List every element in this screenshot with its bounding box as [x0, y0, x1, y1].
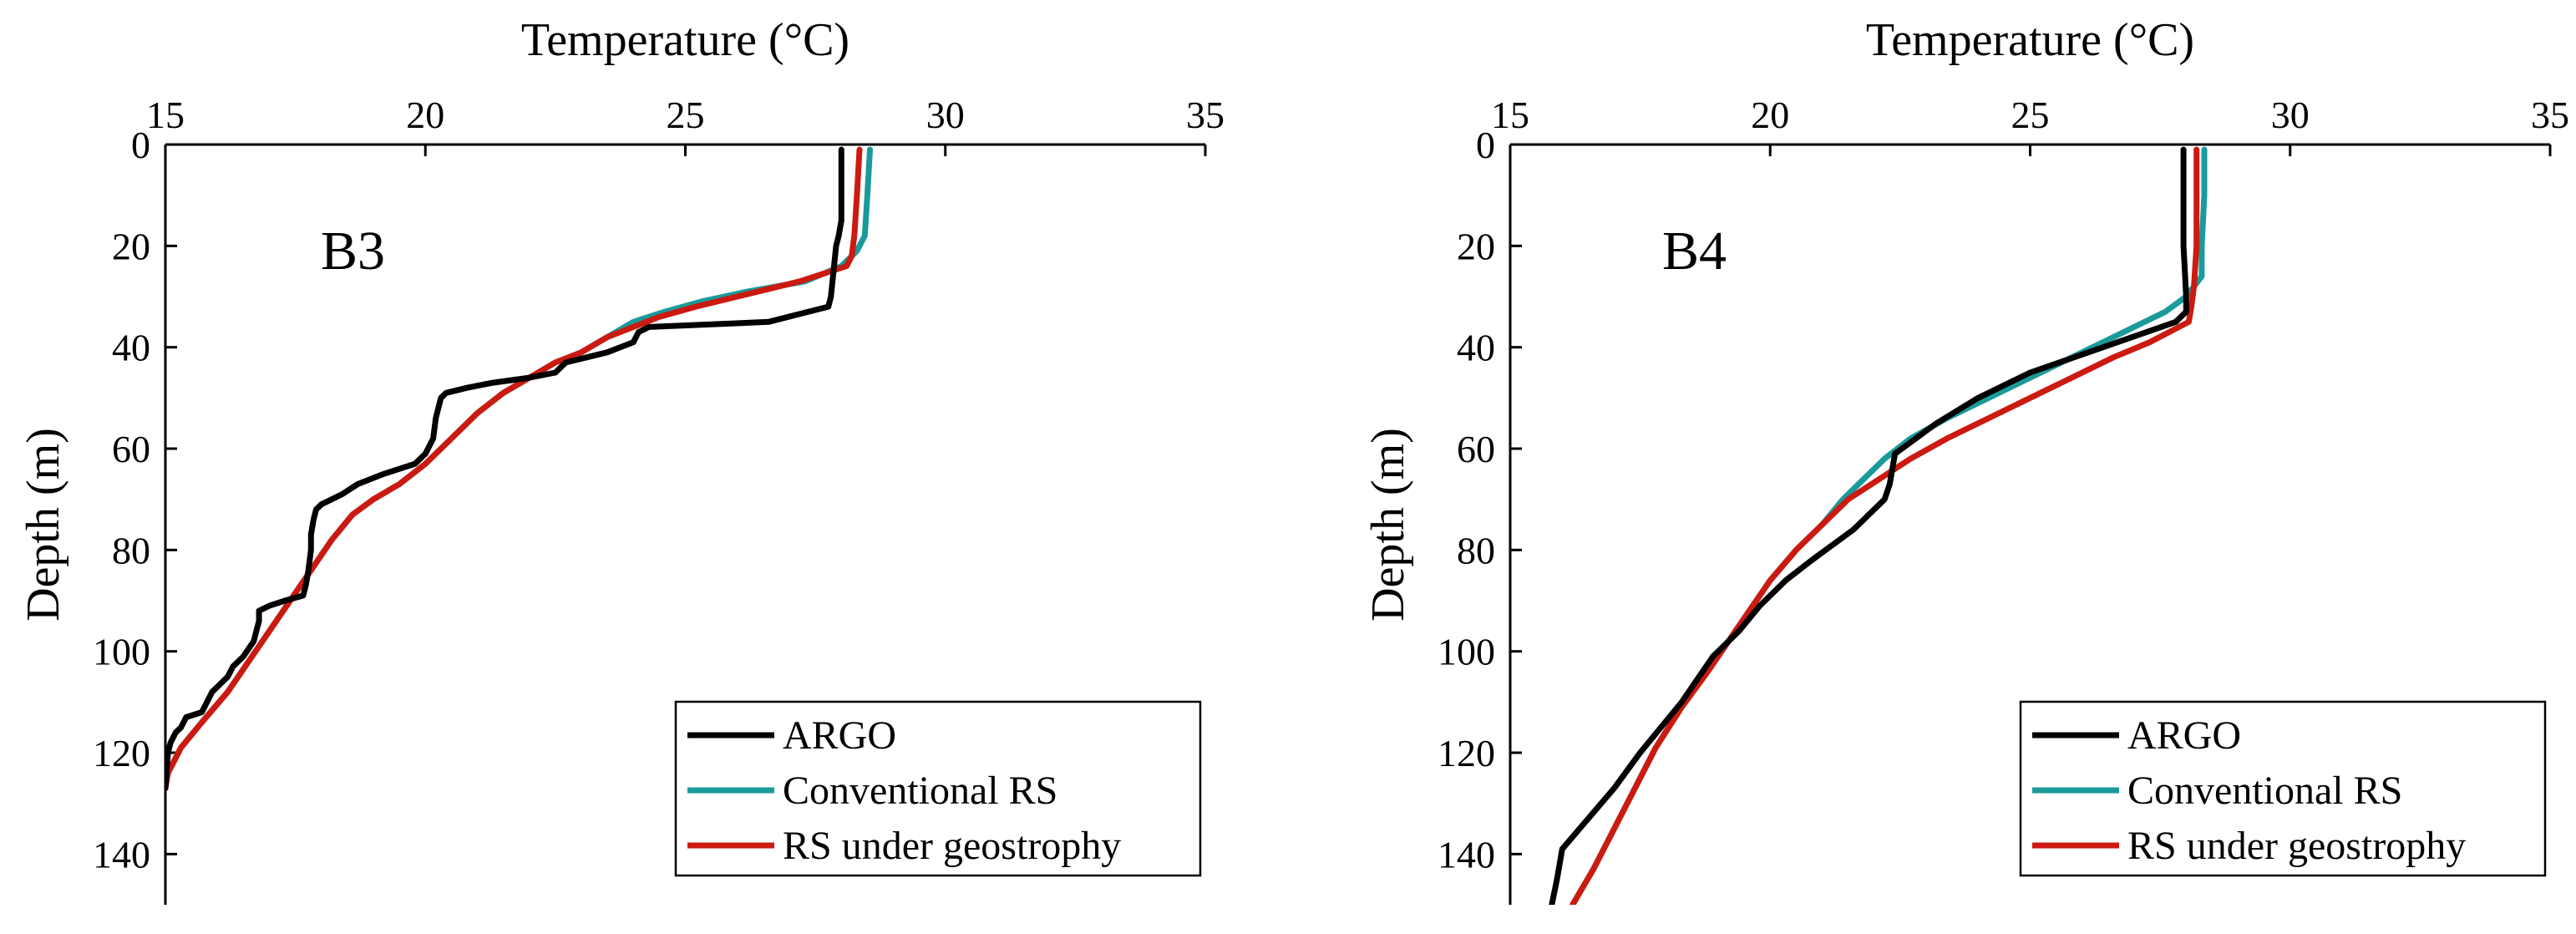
b4-x-tick-label: 20 — [1751, 94, 1789, 136]
b3-y-tick-label: 60 — [112, 428, 150, 470]
b4-y-tick-label: 60 — [1457, 428, 1495, 470]
b3-series-argo — [165, 146, 844, 791]
b3-x-tick-label: 25 — [667, 94, 705, 136]
b3-y-tick-label: 140 — [93, 833, 150, 876]
b4-x-axis-title: Temperature (°C) — [1866, 14, 2194, 66]
b4-series-rs-under-geostrophy — [1569, 146, 2200, 905]
b3-series-conventional-rs — [165, 146, 873, 786]
b3-legend: ARGO Conventional RS RS under geostrophy — [674, 700, 1202, 877]
b3-y-axis-title: Depth (m) — [18, 428, 69, 622]
b4-y-tick-label: 0 — [1476, 124, 1495, 166]
chart-b4: Temperature (°C) Depth (m) B4 15 20 25 30 35… — [1362, 14, 2569, 905]
b4-y-tick-label: 140 — [1438, 833, 1495, 876]
b4-y-tick-label: 20 — [1457, 225, 1495, 267]
b4-panel-label: B4 — [1662, 221, 1727, 282]
b3-x-tick-label: 30 — [926, 94, 965, 136]
b3-x-tick-label: 15 — [146, 94, 185, 136]
b3-x-tick-label: 20 — [406, 94, 444, 136]
b4-x-tick-label: 35 — [2531, 94, 2569, 136]
b3-series-rs-under-geostrophy — [165, 146, 863, 791]
b4-x-tick-label: 25 — [2011, 94, 2050, 136]
b3-x-axis-title: Temperature (°C) — [521, 14, 849, 66]
b3-y-tick-label: 80 — [112, 529, 150, 571]
b4-y-tick-label: 80 — [1457, 529, 1495, 571]
b4-x-tick-label: 15 — [1491, 94, 1529, 136]
b3-y-tick-label: 0 — [131, 124, 150, 166]
b4-y-tick-label: 120 — [1438, 732, 1495, 774]
b4-legend-entry: ARGO — [2127, 713, 2241, 758]
b4-series-argo — [1549, 146, 2189, 905]
b3-legend-entry: RS under geostrophy — [783, 824, 1121, 868]
b3-legend-entry: ARGO — [783, 713, 896, 758]
b4-x-tick-label: 30 — [2271, 94, 2310, 136]
b4-y-axis-title: Depth (m) — [1362, 428, 1414, 622]
b4-legend-entry: Conventional RS — [2127, 769, 2402, 813]
b4-legend: ARGO Conventional RS RS under geostrophy — [2019, 700, 2547, 877]
b3-y-tick-label: 100 — [93, 631, 150, 673]
b4-legend-entry: RS under geostrophy — [2127, 824, 2466, 868]
b3-panel-label: B3 — [321, 221, 385, 282]
b3-legend-entry: Conventional RS — [783, 769, 1057, 813]
b4-y-tick-label: 40 — [1457, 327, 1495, 369]
chart-b3: Temperature (°C) Depth (m) B3 15 20 25 30 35… — [18, 14, 1225, 905]
b4-y-tick-label: 100 — [1438, 631, 1495, 673]
b3-y-tick-label: 20 — [112, 225, 150, 267]
b3-y-tick-label: 40 — [112, 327, 150, 369]
b3-y-tick-label: 120 — [93, 732, 150, 774]
b3-x-tick-label: 35 — [1186, 94, 1225, 136]
